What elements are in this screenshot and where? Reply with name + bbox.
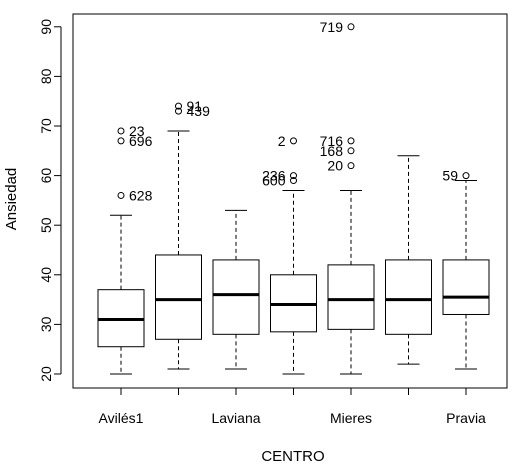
- box-iqr: [155, 254, 202, 340]
- outlier-point: [347, 162, 355, 170]
- outlier-point: [290, 172, 297, 180]
- outlier-point: [290, 177, 297, 185]
- y-tick-label: 50: [38, 217, 54, 233]
- y-tick-label: 60: [38, 168, 54, 184]
- outlier-label: 716: [320, 133, 344, 149]
- outlier-label: 168: [320, 143, 344, 159]
- outlier-label: 91: [187, 98, 203, 114]
- outlier-point: [347, 23, 355, 31]
- outlier-label: 628: [129, 187, 153, 203]
- box-group: [212, 209, 260, 370]
- box-iqr: [212, 259, 260, 335]
- box-iqr: [385, 259, 432, 335]
- outlier-point: [462, 172, 470, 180]
- outlier-label: 696: [129, 133, 153, 149]
- x-tick-label: Mieres: [330, 410, 372, 426]
- outlier-label: 719: [320, 19, 344, 35]
- outlier-point: [117, 191, 125, 199]
- x-axis-label: CENTRO: [261, 448, 324, 465]
- outlier-label: 59: [442, 168, 458, 184]
- box-group: [385, 155, 432, 365]
- x-tick-label: Pravia: [446, 410, 486, 426]
- outlier-label: 20: [327, 158, 343, 174]
- y-tick-label: 80: [38, 68, 54, 84]
- outlier-label: 236: [262, 168, 286, 184]
- y-axis-label: Ansiedad: [3, 168, 20, 231]
- outlier-label: 2: [278, 133, 286, 149]
- outlier-point: [175, 107, 182, 115]
- y-tick-label: 30: [38, 316, 54, 332]
- outlier-point: [175, 102, 182, 110]
- outlier-point: [347, 147, 355, 155]
- box-group: 59: [442, 168, 490, 370]
- outlier-point: [117, 137, 125, 145]
- y-axis: 20 30 40 50 60 70 80 90: [38, 19, 62, 382]
- outlier-label: 23: [129, 123, 145, 139]
- outlier-point: [117, 127, 125, 135]
- y-tick-label: 40: [38, 267, 54, 283]
- outlier-label: 600: [262, 173, 286, 189]
- outlier-point: [290, 137, 297, 145]
- x-axis: Avilés1 Laviana Mieres Pravia: [99, 387, 486, 426]
- box-iqr: [442, 259, 490, 315]
- outlier-label: 439: [187, 103, 211, 119]
- outlier-point: [347, 137, 355, 145]
- box-iqr: [327, 264, 375, 330]
- x-tick-label: Laviana: [211, 410, 260, 426]
- y-tick-label: 70: [38, 118, 54, 134]
- x-tick-label: Avilés1: [99, 410, 144, 426]
- y-tick-label: 90: [38, 19, 54, 35]
- y-tick-label: 20: [38, 366, 54, 382]
